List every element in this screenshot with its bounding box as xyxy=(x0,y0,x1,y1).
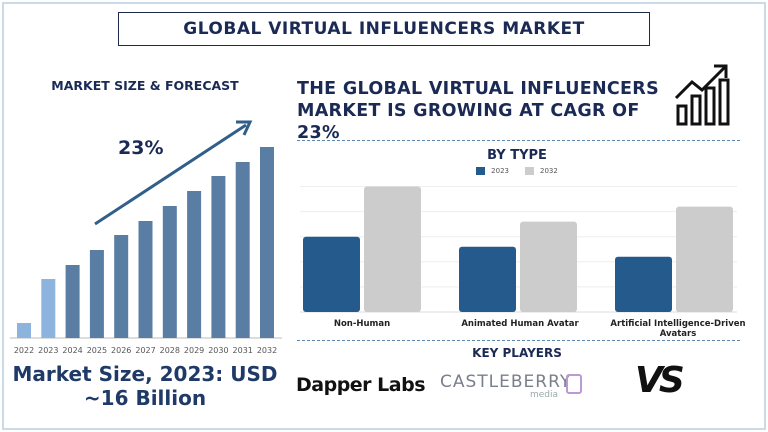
headline: THE GLOBAL VIRTUAL INFLUENCERS MARKET IS… xyxy=(297,79,659,143)
category-label: Non-Human xyxy=(333,319,391,329)
legend-item-2032: 2032 xyxy=(525,167,558,175)
tick-label-2028: 2028 xyxy=(160,346,180,355)
vs-logo: VS xyxy=(635,360,685,401)
growth-chart-arrow-icon xyxy=(674,64,730,126)
bar-2023-2 xyxy=(615,256,672,312)
castleberry-icon xyxy=(566,374,582,394)
bar-2025 xyxy=(89,250,104,338)
by-type-legend: 2023 2032 xyxy=(297,167,737,175)
tick-label-2022: 2022 xyxy=(14,346,34,355)
bar-2027 xyxy=(138,221,153,338)
tick-label-2030: 2030 xyxy=(208,346,228,355)
market-size-chart: 2022 2023 2024 2025 2026 2027 2028 2029 2030 2031… xyxy=(10,120,282,355)
legend-item-2023: 2023 xyxy=(476,167,509,175)
tick-label-2024: 2024 xyxy=(62,346,82,355)
bar-2030 xyxy=(211,176,226,338)
category-label: Artificial Intelligence-Driven Avatars xyxy=(610,319,746,339)
bar-2024 xyxy=(65,265,80,338)
by-type-chart xyxy=(300,186,737,313)
bar-2028 xyxy=(162,206,177,338)
trend-arrow xyxy=(94,123,247,226)
tick-label-2023: 2023 xyxy=(38,346,58,355)
cagr-annotation: 23% xyxy=(118,137,164,159)
dapper-labs-logo: Dapper Labs xyxy=(296,374,426,396)
tick-label-2027: 2027 xyxy=(135,346,155,355)
by-type-title: BY TYPE xyxy=(487,148,547,163)
bar-2029 xyxy=(187,191,202,338)
market-size-title: MARKET SIZE & FORECAST xyxy=(51,78,239,93)
tick-label-2032: 2032 xyxy=(257,346,277,355)
market-size-text: Market Size, 2023: USD ~16 Billion xyxy=(12,362,278,410)
bar-2026 xyxy=(114,235,129,338)
bar-2031 xyxy=(235,162,250,338)
trend-arrow-head xyxy=(236,120,253,136)
bar-2023 xyxy=(41,279,56,338)
bar-2022 xyxy=(17,323,31,338)
divider xyxy=(297,140,740,141)
bar-2032 xyxy=(260,147,274,338)
tick-label-2029: 2029 xyxy=(184,346,204,355)
tick-label-2031: 2031 xyxy=(233,346,253,355)
castleberry-media-text: media xyxy=(530,390,559,400)
category-label: Animated Human Avatar xyxy=(461,319,579,329)
bar-2023-0 xyxy=(303,236,360,312)
bar-2032-1 xyxy=(520,221,577,312)
castleberry-logo: CASTLEBERRY xyxy=(440,372,572,392)
key-players-title: KEY PLAYERS xyxy=(472,346,562,360)
bar-2032-0 xyxy=(364,186,421,312)
divider xyxy=(297,340,740,341)
bar-2023-1 xyxy=(459,246,516,312)
bar-2032-2 xyxy=(676,206,733,312)
tick-label-2026: 2026 xyxy=(111,346,131,355)
page-title: GLOBAL VIRTUAL INFLUENCERS MARKET xyxy=(118,12,650,46)
tick-label-2025: 2025 xyxy=(87,346,107,355)
